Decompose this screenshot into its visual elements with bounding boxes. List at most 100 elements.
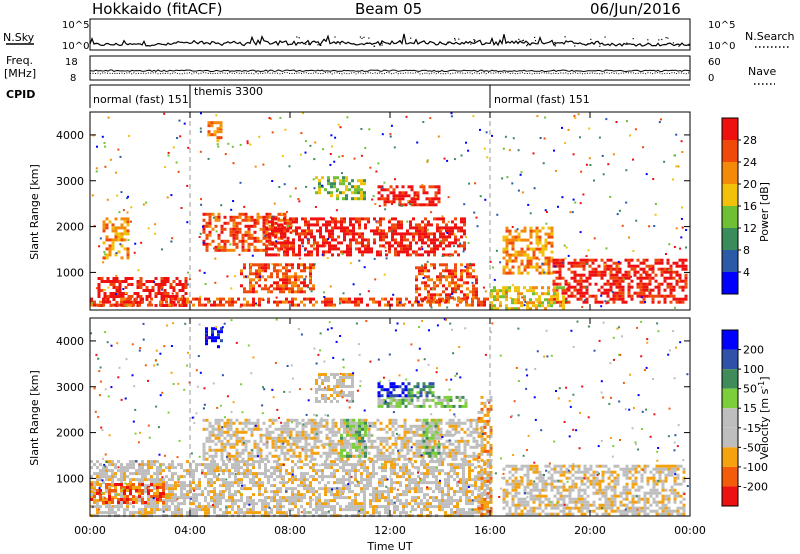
heatmap-cell (271, 445, 275, 449)
heatmap-cell (636, 276, 640, 280)
heatmap-cell (276, 505, 279, 509)
heatmap-cell (532, 229, 536, 233)
heatmap-cell (124, 292, 127, 294)
heatmap-cell (505, 226, 509, 230)
heatmap-cell (376, 221, 379, 224)
heatmap-cell (97, 283, 101, 286)
nsearch-point (474, 41, 476, 43)
heatmap-cell (213, 496, 216, 500)
heatmap-cell (244, 218, 248, 222)
heatmap-cell (627, 276, 631, 280)
heatmap-cell (96, 511, 99, 515)
power-heatmap (90, 112, 688, 311)
heatmap-cell (217, 233, 221, 237)
heatmap-cell (372, 493, 375, 497)
heatmap-cell (445, 253, 448, 257)
heatmap-cell (316, 217, 319, 221)
heatmap-cell (331, 220, 334, 224)
cpid-bar: normal (fast) 151 themis 3300 normal (fa… (89, 84, 690, 108)
heatmap-cell (435, 478, 438, 482)
heatmap-cell (517, 149, 520, 152)
heatmap-cell (408, 490, 411, 494)
heatmap-cell (292, 439, 296, 443)
heatmap-cell (556, 298, 559, 302)
heatmap-cell (573, 294, 577, 298)
heatmap-cell (514, 256, 518, 260)
heatmap-cell (615, 297, 619, 301)
heatmap-cell (337, 457, 341, 461)
heatmap-cell (460, 278, 463, 282)
heatmap-cell (252, 263, 255, 267)
heatmap-cell (675, 261, 679, 265)
heatmap-cell (678, 297, 682, 301)
heatmap-cell (437, 200, 441, 204)
heatmap-cell (555, 169, 558, 172)
heatmap-cell (427, 220, 430, 224)
heatmap-cell (588, 294, 592, 298)
heatmap-cell (399, 303, 402, 307)
heatmap-cell (288, 478, 291, 482)
heatmap-cell (582, 193, 585, 196)
heatmap-cell (342, 300, 345, 304)
heatmap-cell (514, 229, 518, 233)
heatmap-cell (446, 232, 449, 234)
heatmap-cell (399, 469, 402, 473)
heatmap-cell (267, 475, 270, 479)
heatmap-cell (423, 505, 426, 509)
nsearch-point (667, 37, 669, 39)
heatmap-cell (597, 264, 601, 268)
heatmap-cell (295, 253, 298, 257)
heatmap-cell (588, 127, 591, 130)
heatmap-cell (562, 261, 565, 264)
heatmap-cell (409, 241, 412, 245)
heatmap-cell (279, 469, 282, 473)
heatmap-cell (435, 487, 438, 491)
heatmap-cell (675, 165, 678, 168)
heatmap-cell (514, 298, 517, 302)
heatmap-cell (255, 511, 258, 515)
heatmap-cell (305, 140, 307, 143)
heatmap-cell (339, 182, 342, 186)
heatmap-cell (217, 433, 221, 437)
heatmap-cell (226, 424, 230, 428)
heatmap-cell (183, 499, 186, 503)
colorbar-tick-label: 12 (743, 222, 757, 235)
heatmap-cell (414, 487, 417, 491)
heatmap-cell (369, 478, 372, 482)
heatmap-cell (228, 487, 231, 491)
heatmap-cell (441, 490, 444, 494)
heatmap-cell (294, 275, 297, 279)
heatmap-cell (538, 295, 541, 299)
heatmap-cell (201, 469, 204, 473)
heatmap-cell (334, 451, 338, 455)
heatmap-cell (123, 232, 127, 236)
heatmap-cell (335, 190, 338, 193)
heatmap-cell (330, 303, 333, 307)
heatmap-cell (576, 261, 580, 265)
heatmap-cell (288, 165, 291, 168)
heatmap-cell (240, 284, 243, 288)
heatmap-cell (262, 433, 266, 437)
heatmap-cell (202, 457, 206, 461)
heatmap-cell (502, 292, 505, 296)
heatmap-cell (400, 220, 403, 224)
heatmap-cell (232, 218, 236, 222)
heatmap-cell (423, 481, 426, 485)
heatmap-cell (198, 236, 201, 238)
heatmap-cell (291, 284, 294, 288)
heatmap-cell (357, 460, 360, 464)
heatmap-cell (379, 457, 383, 461)
heatmap-cell (354, 484, 357, 488)
nsearch-point (521, 40, 523, 42)
heatmap-cell (358, 451, 362, 455)
heatmap-cell (381, 297, 384, 301)
heatmap-cell (202, 239, 206, 243)
heatmap-cell (316, 244, 319, 248)
cpid-mode-1: normal (fast) 151 (93, 93, 189, 106)
heatmap-cell (333, 469, 336, 473)
heatmap-cell (660, 267, 664, 271)
heatmap-cell (150, 478, 153, 482)
heatmap-cell (436, 284, 439, 288)
heatmap-cell (369, 502, 372, 506)
heatmap-cell (309, 287, 312, 291)
